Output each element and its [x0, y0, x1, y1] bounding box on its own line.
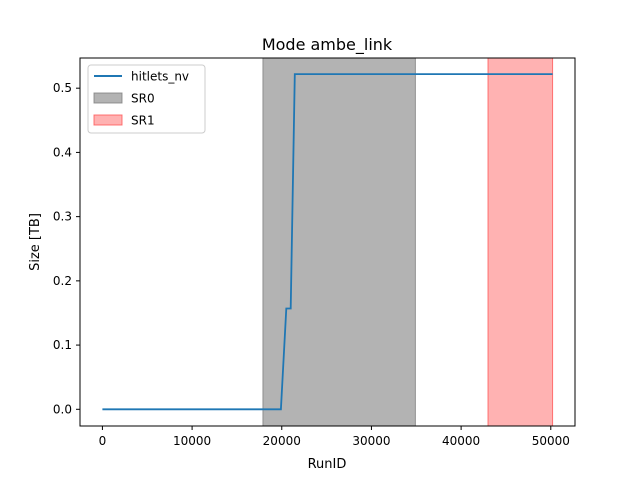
- legend-label-hitlets-nv: hitlets_nv: [131, 70, 189, 84]
- chart-title: Mode ambe_link: [262, 35, 393, 55]
- x-tick-label: 10000: [173, 434, 211, 448]
- y-tick-label: 0.4: [53, 145, 72, 159]
- legend-swatch-sr1: [93, 114, 123, 126]
- plot-frame: [79, 57, 576, 427]
- x-tick-label: 0: [99, 434, 107, 448]
- y-axis-label: Size [TB]: [28, 213, 43, 271]
- span-sr0: [262, 57, 416, 427]
- y-axis: 0.0 0.1 0.2 0.3 0.4 0.5: [53, 81, 80, 416]
- x-tick-label: 30000: [352, 434, 390, 448]
- legend-swatch-sr0: [93, 92, 123, 104]
- span-layer: [262, 57, 554, 427]
- x-tick-label: 50000: [532, 434, 570, 448]
- y-tick-label: 0.3: [53, 210, 72, 224]
- legend: hitlets_nv SR0 SR1: [87, 64, 206, 134]
- x-tick-label: 20000: [263, 434, 301, 448]
- span-sr1: [487, 57, 554, 427]
- y-tick-label: 0.2: [53, 274, 72, 288]
- legend-label-sr1: SR1: [131, 114, 155, 128]
- x-tick-label: 40000: [442, 434, 480, 448]
- y-tick-label: 0.1: [53, 338, 72, 352]
- series-layer: [102, 73, 553, 411]
- x-axis-label: RunID: [308, 457, 347, 472]
- x-axis: 0 10000 20000 30000 40000 50000: [99, 426, 570, 448]
- y-tick-label: 0.0: [53, 402, 72, 416]
- series-line-hitlets-nv: [102, 73, 553, 411]
- legend-box: [87, 64, 206, 134]
- y-tick-label: 0.5: [53, 81, 72, 95]
- legend-label-sr0: SR0: [131, 92, 155, 106]
